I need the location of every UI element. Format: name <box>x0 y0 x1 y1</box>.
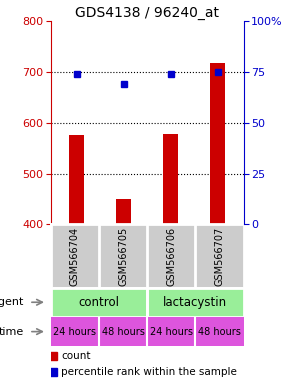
Bar <box>147 288 244 317</box>
Bar <box>51 288 147 317</box>
Bar <box>116 199 131 224</box>
Bar <box>163 134 178 224</box>
Text: lactacystin: lactacystin <box>163 296 227 309</box>
Text: control: control <box>79 296 119 309</box>
Text: GSM566707: GSM566707 <box>215 226 224 286</box>
Text: agent: agent <box>0 297 24 307</box>
Text: count: count <box>61 351 91 361</box>
Text: 48 hours: 48 hours <box>198 327 241 337</box>
Bar <box>69 136 84 224</box>
Text: GSM566704: GSM566704 <box>70 227 80 286</box>
Bar <box>210 63 225 224</box>
Text: time: time <box>0 327 24 337</box>
Text: GSM566705: GSM566705 <box>118 226 128 286</box>
Text: 24 hours: 24 hours <box>53 327 96 337</box>
Title: GDS4138 / 96240_at: GDS4138 / 96240_at <box>75 6 219 20</box>
Text: 48 hours: 48 hours <box>102 327 144 337</box>
Text: percentile rank within the sample: percentile rank within the sample <box>61 367 237 377</box>
Text: 24 hours: 24 hours <box>150 327 193 337</box>
Text: GSM566706: GSM566706 <box>166 227 176 286</box>
